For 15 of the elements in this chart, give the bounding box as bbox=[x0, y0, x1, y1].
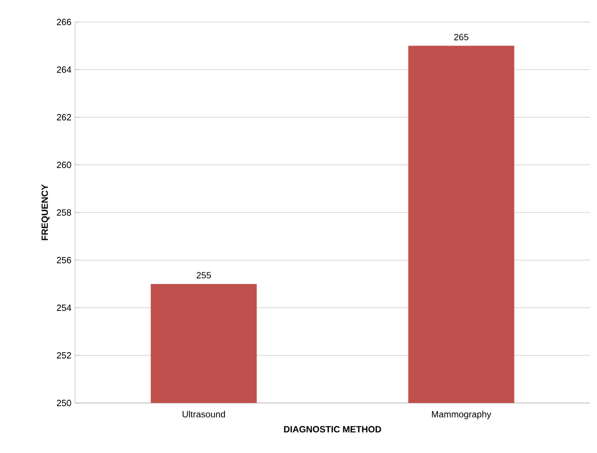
y-tick-label: 250 bbox=[56, 400, 72, 406]
y-tick-label: 260 bbox=[56, 162, 72, 168]
x-tick-label: Ultrasound bbox=[182, 410, 225, 418]
y-tick-label: 256 bbox=[56, 256, 72, 264]
y-tick-label: 264 bbox=[56, 66, 72, 73]
y-tick-label: 254 bbox=[56, 304, 72, 311]
x-axis-title: DIAGNOSTIC METHOD bbox=[284, 426, 382, 432]
y-tick-label: 262 bbox=[56, 114, 72, 120]
y-tick-label: 252 bbox=[56, 352, 72, 359]
y-axis-title: FREQUENCY bbox=[42, 184, 50, 240]
x-tick-label: Mammography bbox=[432, 410, 492, 420]
y-tick-label: 266 bbox=[56, 18, 72, 26]
y-tick-label: 258 bbox=[56, 209, 72, 216]
data-label: 255 bbox=[196, 272, 211, 278]
data-label: 265 bbox=[454, 34, 468, 40]
